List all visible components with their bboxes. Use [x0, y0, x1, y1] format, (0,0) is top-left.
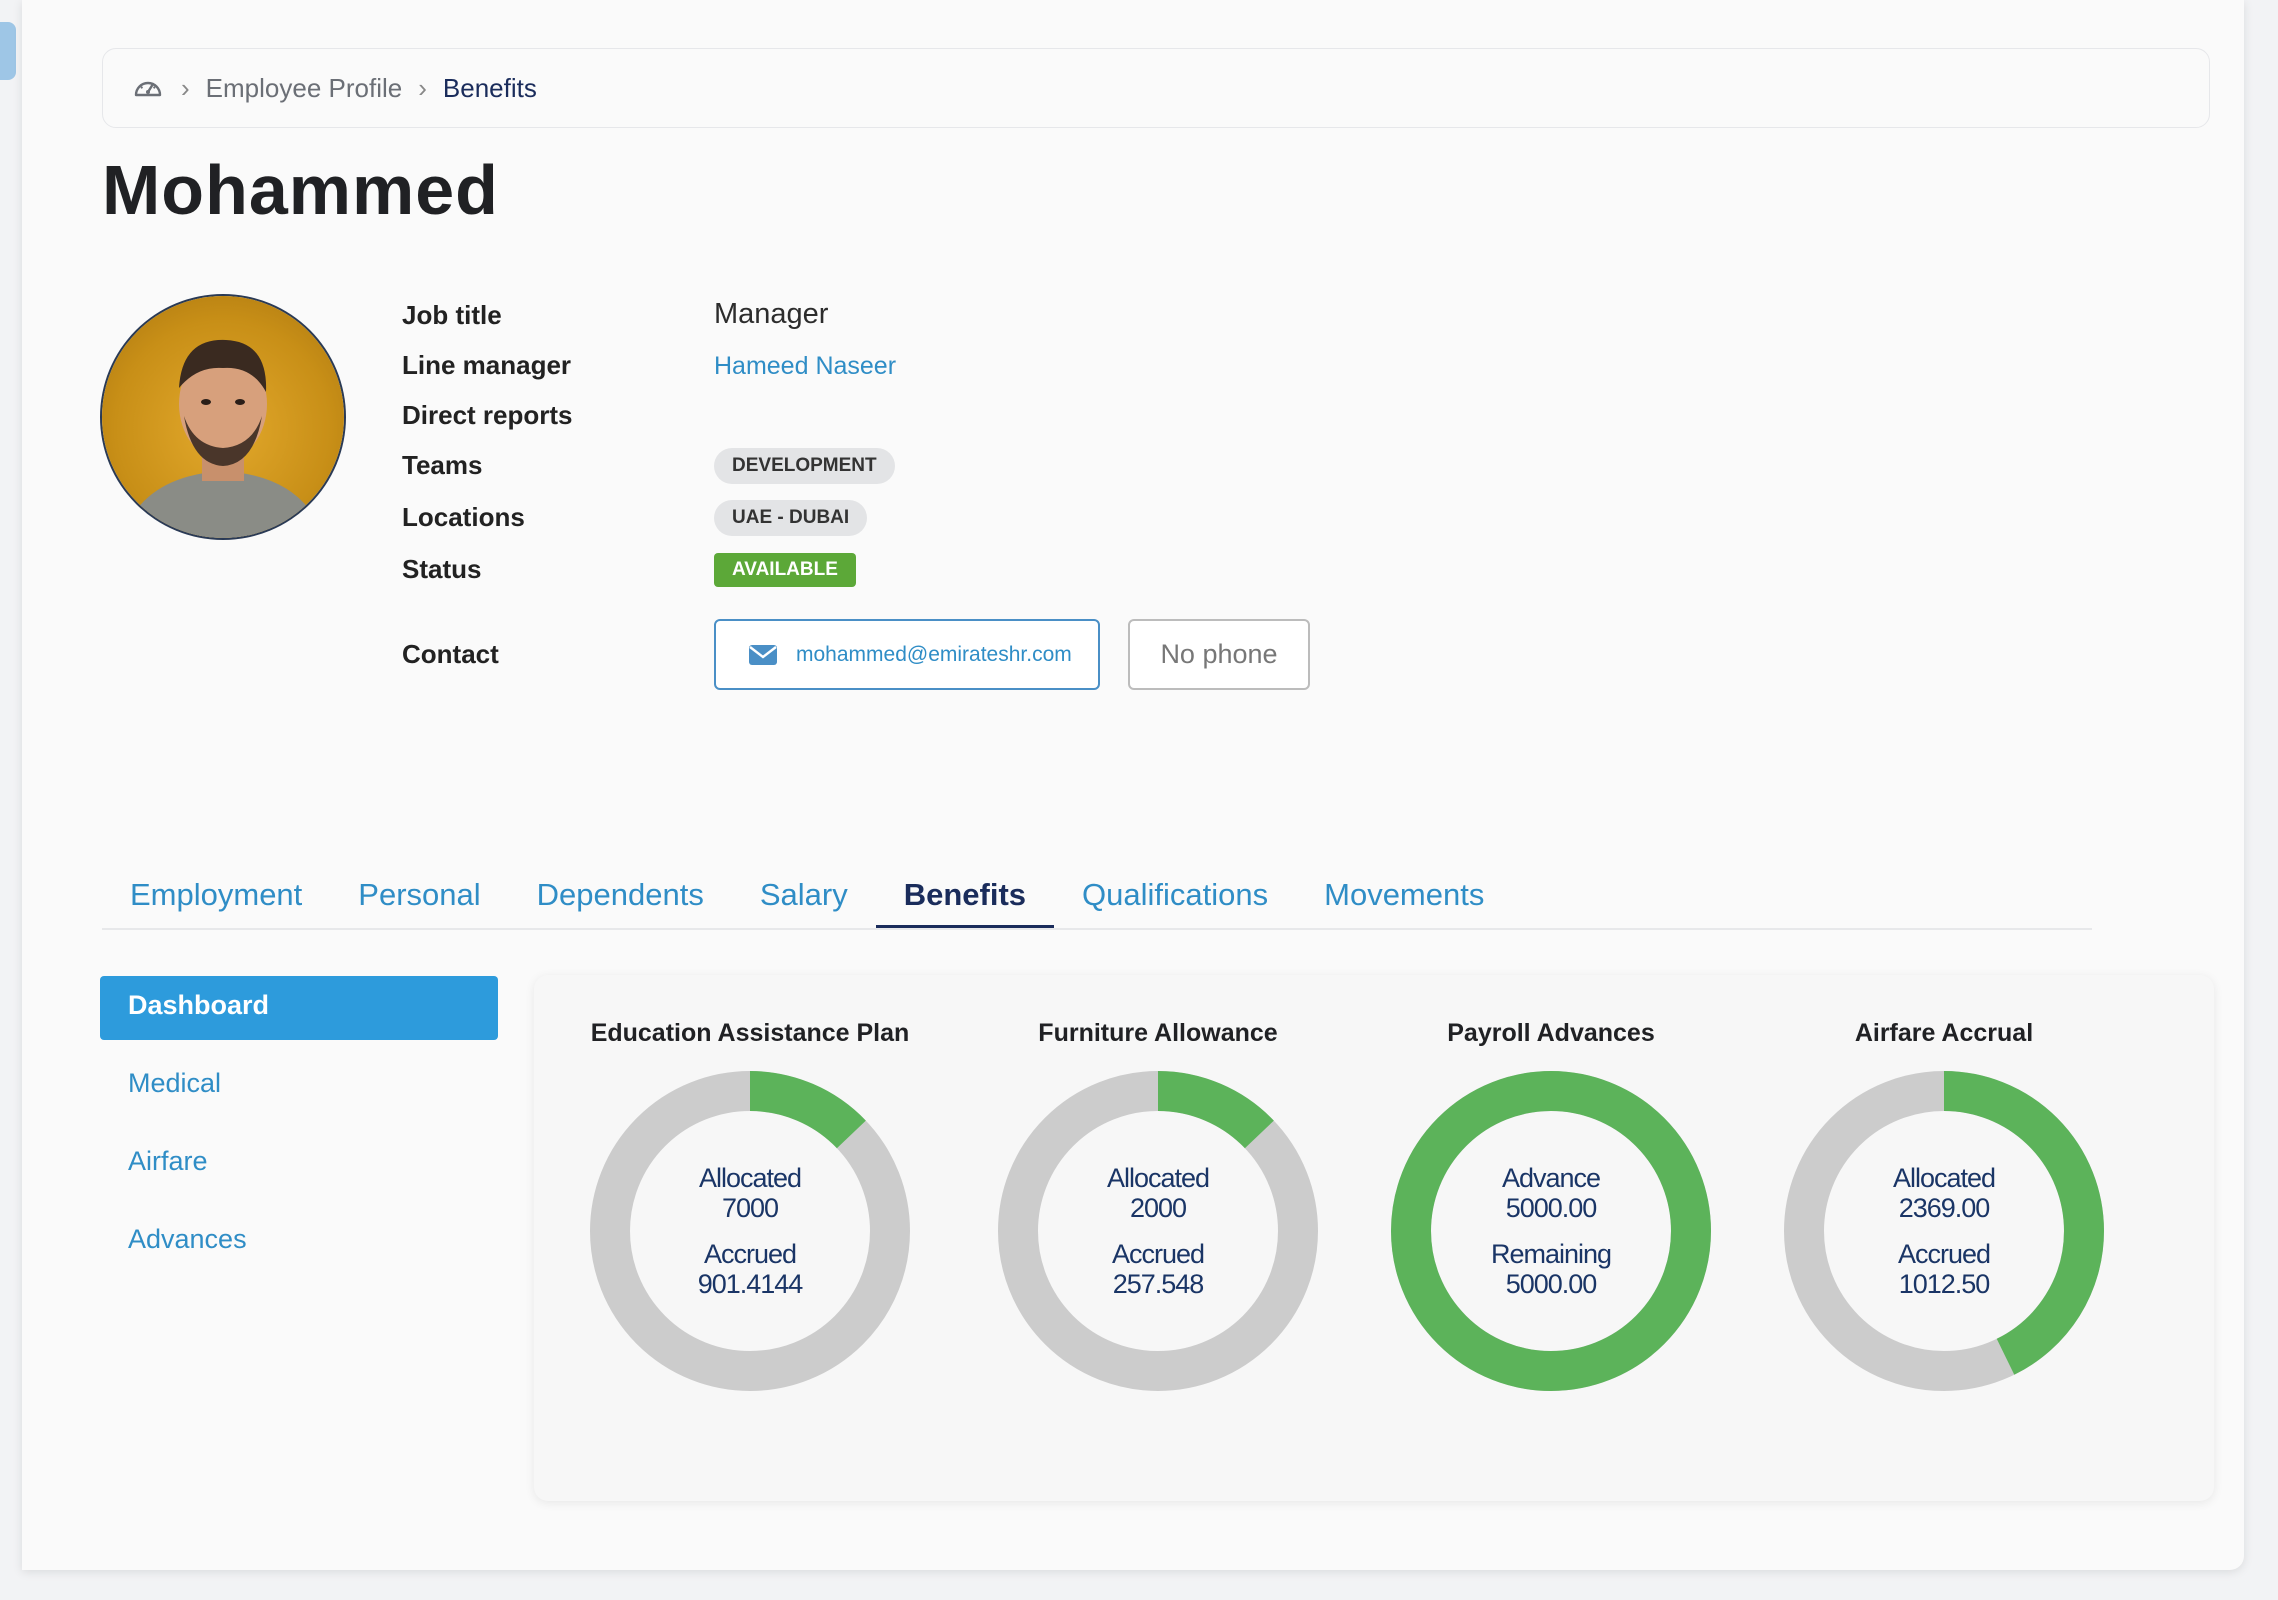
- benefit-donut: [1784, 1071, 2104, 1391]
- phone-button[interactable]: No phone: [1128, 619, 1310, 690]
- line1-value: 5000.00: [1505, 1193, 1598, 1223]
- benefit-card-title: Education Assistance Plan: [590, 1019, 910, 1047]
- line1-value: 7000: [721, 1193, 779, 1223]
- breadcrumb-benefits: Benefits: [442, 72, 537, 103]
- team-chip: DEVELOPMENT: [714, 448, 895, 484]
- line2-label: Accrued: [703, 1239, 797, 1269]
- donut-center-text: Allocated 7000 Accrued 901.4144: [590, 1071, 910, 1391]
- sidebar-item-advances[interactable]: Advances: [128, 1224, 247, 1254]
- line2-label: Remaining: [1490, 1239, 1612, 1269]
- donut-filled-arc: [590, 1071, 910, 1391]
- line2-value: 5000.00: [1505, 1269, 1598, 1299]
- contact-label: Contact: [402, 639, 499, 669]
- tab-dependents[interactable]: Dependents: [536, 877, 704, 912]
- benefits-sidebar: Dashboard Medical Airfare Advances: [100, 976, 498, 1288]
- line-manager-label: Line manager: [402, 350, 572, 380]
- envelope-icon: [749, 644, 777, 665]
- status-label: Status: [402, 554, 482, 584]
- tab-personal[interactable]: Personal: [358, 877, 481, 912]
- teams-label: Teams: [402, 450, 483, 480]
- tab-salary[interactable]: Salary: [759, 877, 848, 912]
- status-badge: AVAILABLE: [714, 553, 856, 587]
- benefit-donut: [998, 1071, 1318, 1391]
- line2-value: 257.548: [1112, 1269, 1205, 1299]
- collapsed-sidebar-handle[interactable]: [0, 22, 16, 80]
- email-button[interactable]: mohammed@emirateshr.com: [714, 619, 1100, 690]
- line1-label: Advance: [1501, 1163, 1601, 1193]
- job-title-value: Manager: [714, 298, 829, 330]
- benefit-donut: [1391, 1071, 1711, 1391]
- benefit-card-title: Payroll Advances: [1447, 1019, 1655, 1047]
- benefit-card: Education Assistance Plan Allocated 7000…: [550, 975, 950, 1501]
- tab-movements[interactable]: Movements: [1324, 877, 1485, 912]
- direct-reports-label: Direct reports: [402, 400, 573, 430]
- sidebar-item-dashboard[interactable]: Dashboard: [100, 976, 498, 1040]
- tab-benefits[interactable]: Benefits: [875, 870, 1055, 928]
- donut-center-text: Allocated 2369.00 Accrued 1012.50: [1784, 1071, 2104, 1391]
- line2-value: 1012.50: [1898, 1269, 1991, 1299]
- donut-center-text: Advance 5000.00 Remaining 5000.00: [1391, 1071, 1711, 1391]
- line1-label: Allocated: [1892, 1163, 1996, 1193]
- benefit-card: Furniture Allowance Allocated 2000 Accru…: [958, 975, 1358, 1501]
- profile-tabs: Employment Personal Dependents Salary Be…: [102, 870, 2092, 930]
- line2-label: Accrued: [1897, 1239, 1991, 1269]
- benefit-card-title: Furniture Allowance: [1038, 1019, 1278, 1047]
- line2-label: Accrued: [1111, 1239, 1205, 1269]
- email-text: mohammed@emirateshr.com: [796, 642, 1072, 666]
- line1-label: Allocated: [698, 1163, 802, 1193]
- donut-filled-arc: [1391, 1071, 1711, 1391]
- location-chip: UAE - DUBAI: [714, 500, 868, 536]
- line1-label: Allocated: [1106, 1163, 1210, 1193]
- tab-employment[interactable]: Employment: [130, 877, 303, 912]
- profile-page: › Employee Profile › Benefits Mohammed J…: [22, 0, 2244, 1570]
- benefits-dashboard-panel: Education Assistance Plan Allocated 7000…: [534, 975, 2214, 1501]
- locations-label: Locations: [402, 502, 525, 532]
- chevron-right-icon: ›: [181, 72, 190, 103]
- donut-filled-arc: [1784, 1071, 2104, 1391]
- benefit-card: Airfare Accrual Allocated 2369.00 Accrue…: [1744, 975, 2144, 1501]
- benefit-card-title: Airfare Accrual: [1854, 1019, 2034, 1047]
- benefit-card: Payroll Advances Advance 5000.00 Remaini…: [1351, 975, 1751, 1501]
- donut-filled-arc: [998, 1071, 1318, 1391]
- chevron-right-icon: ›: [418, 72, 427, 103]
- sidebar-item-medical[interactable]: Medical: [128, 1068, 222, 1098]
- line1-value: 2369.00: [1898, 1193, 1991, 1223]
- breadcrumb-employee-profile[interactable]: Employee Profile: [205, 72, 403, 103]
- line1-value: 2000: [1129, 1193, 1187, 1223]
- line-manager-link[interactable]: Hameed Naseer: [714, 352, 897, 380]
- donut-center-text: Allocated 2000 Accrued 257.548: [998, 1071, 1318, 1391]
- benefit-donut: [590, 1071, 910, 1391]
- page-title: Mohammed: [102, 151, 499, 229]
- avatar: [102, 296, 344, 538]
- line2-value: 901.4144: [697, 1269, 804, 1299]
- job-title-label: Job title: [402, 300, 502, 330]
- tab-qualifications[interactable]: Qualifications: [1082, 877, 1269, 912]
- sidebar-item-airfare[interactable]: Airfare: [128, 1146, 208, 1176]
- breadcrumb: › Employee Profile › Benefits: [102, 48, 2210, 128]
- dashboard-gauge-icon[interactable]: [131, 71, 165, 105]
